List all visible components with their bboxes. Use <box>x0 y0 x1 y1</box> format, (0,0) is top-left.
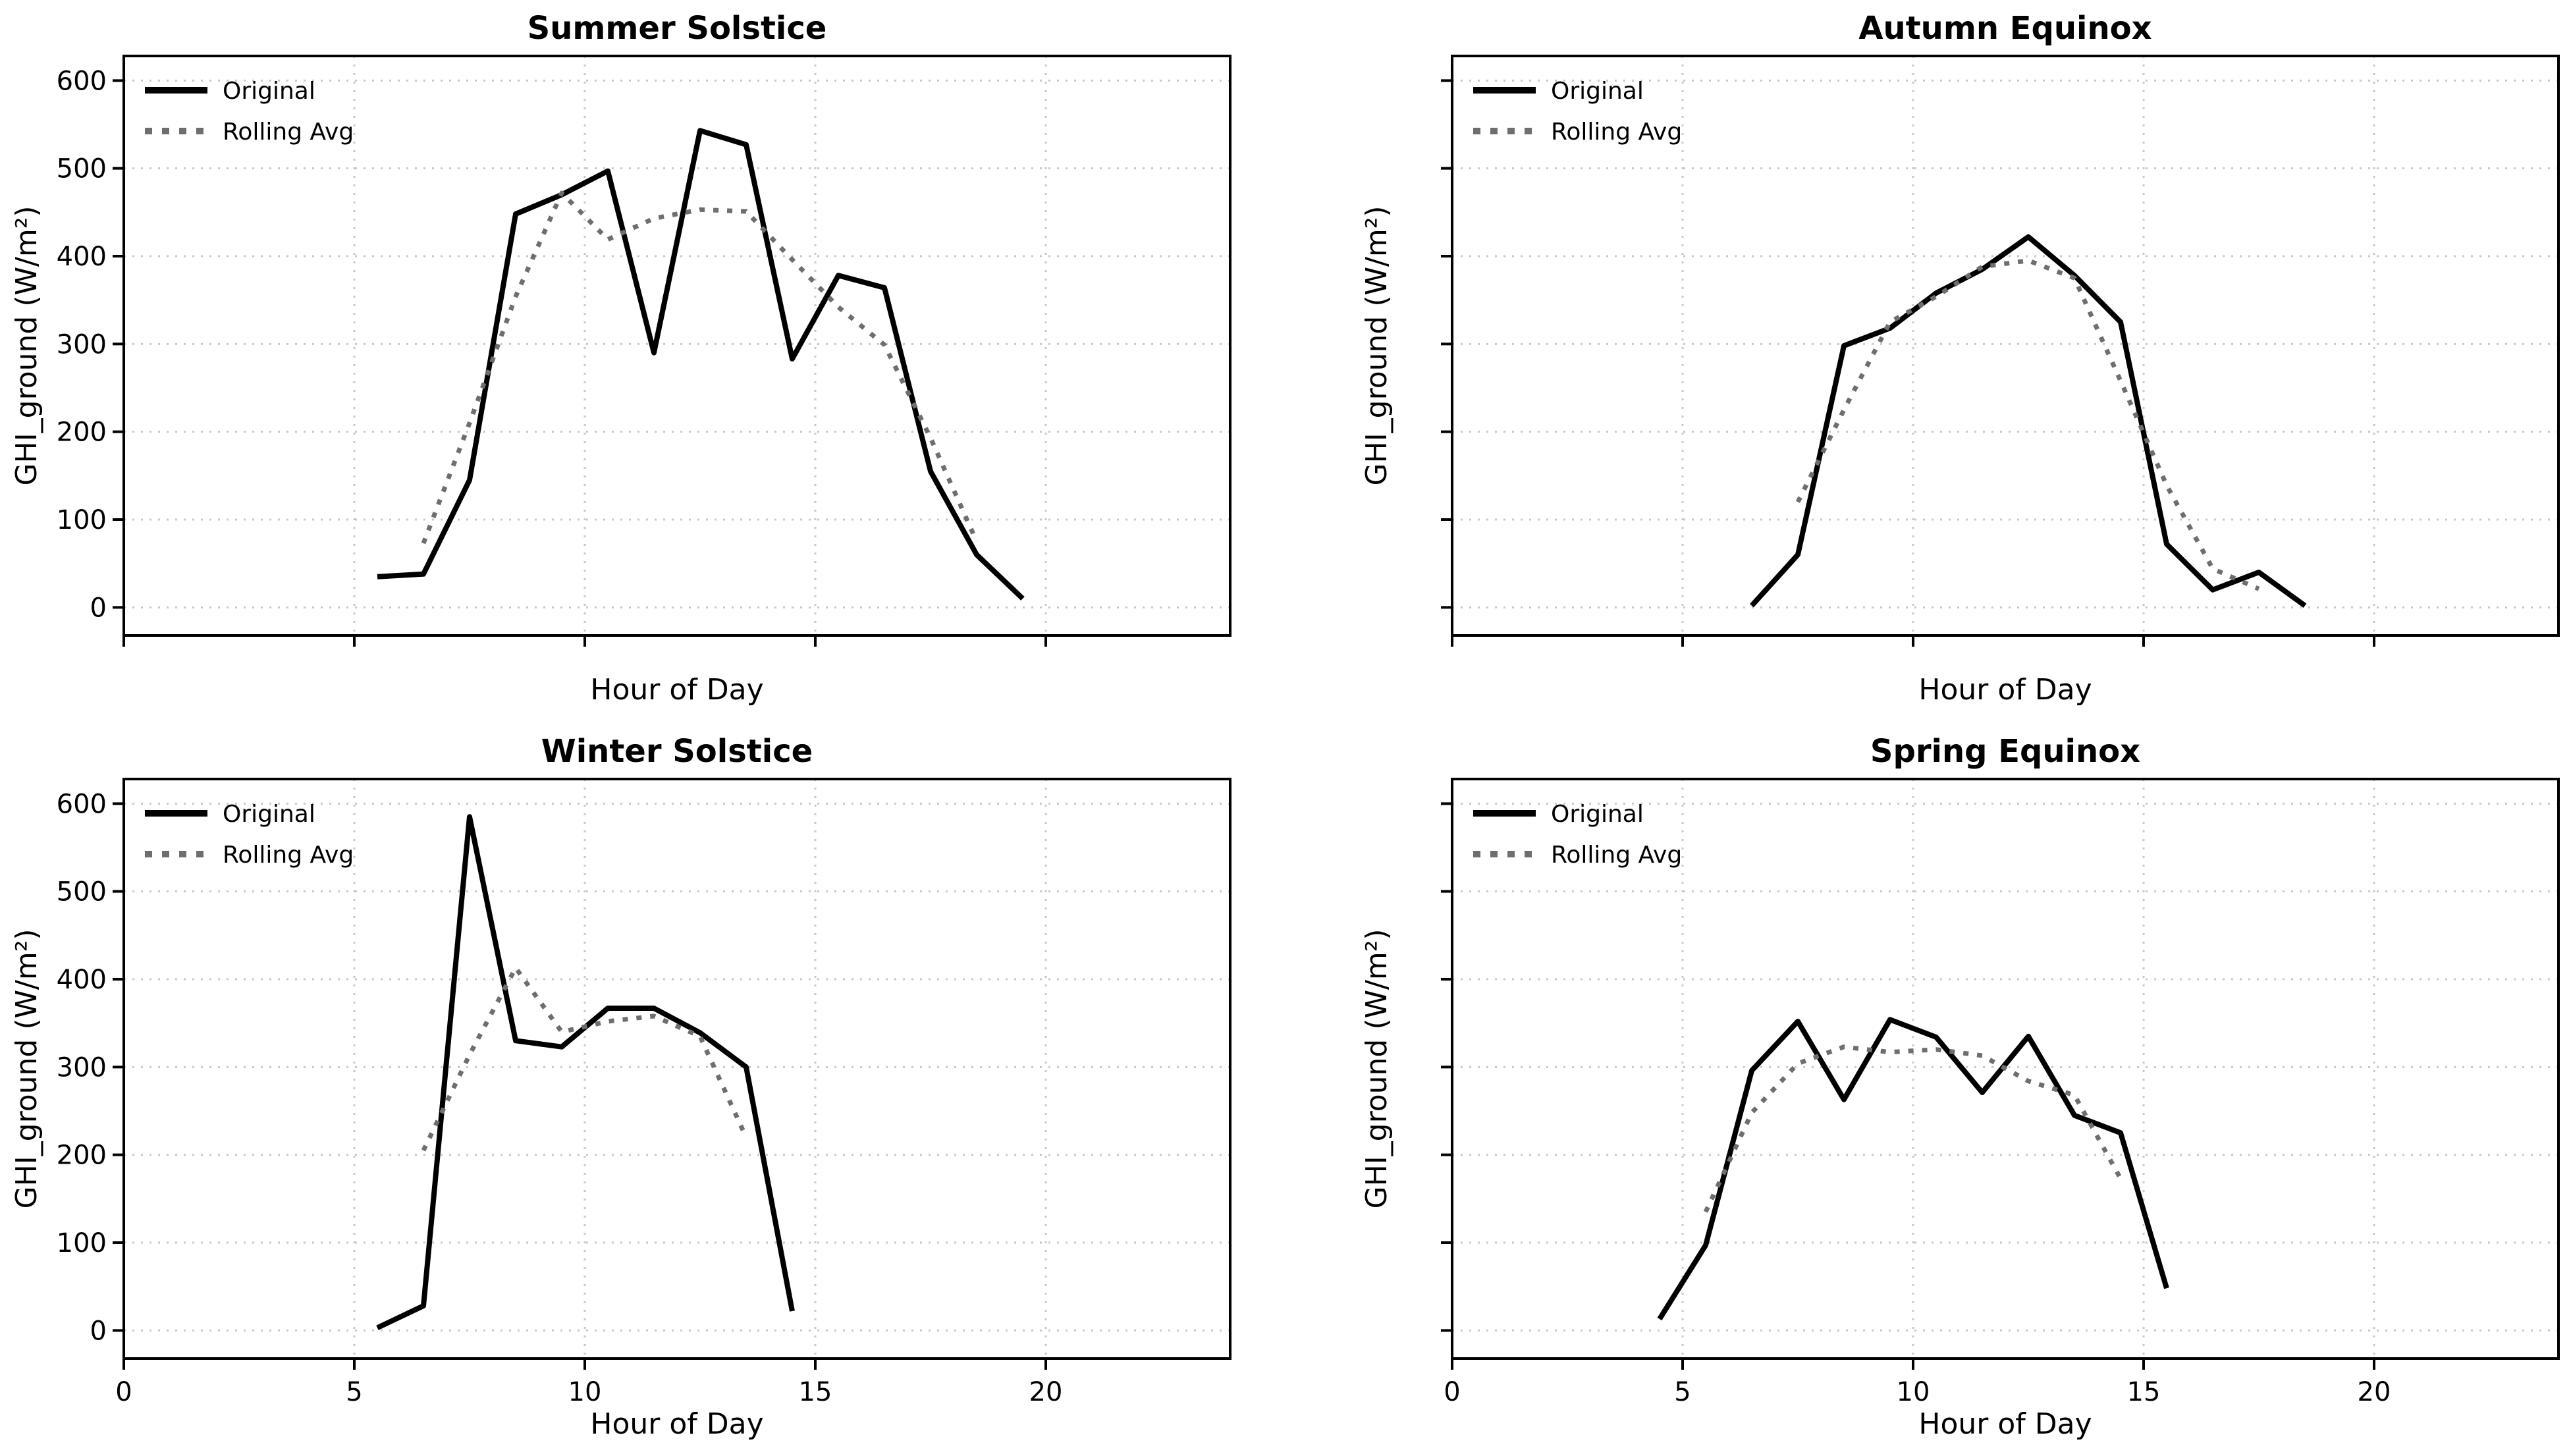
y-axis-label: GHI_ground (W/m²) <box>10 929 43 1209</box>
x-axis-label: Hour of Day <box>590 673 763 707</box>
axes-frame <box>122 55 1231 637</box>
plot-background <box>1286 728 2571 1456</box>
subplot-autumn-equinox: Autumn Equinox Hour of Day GHI_ground (W/m… <box>1286 0 2571 728</box>
plot-background <box>1286 0 2571 728</box>
y-axis-label: GHI_ground (W/m²) <box>1360 929 1394 1209</box>
x-tick-label-0: 0 <box>115 1377 132 1407</box>
y-tick-label-200: 200 <box>57 1141 107 1171</box>
y-tick-label-300: 300 <box>57 1052 107 1083</box>
x-tick-label-5: 5 <box>1674 1377 1691 1407</box>
x-tick-label-10: 10 <box>568 1377 602 1407</box>
x-tick-label-0: 0 <box>1444 1377 1460 1407</box>
subplot-summer-solstice: 0 100 200 300 400 500 600 Summer Solstice Hour o… <box>0 0 1286 728</box>
x-tick-label-15: 15 <box>2127 1377 2161 1407</box>
x-tick-label-10: 10 <box>1897 1377 1930 1407</box>
subplot-title: Autumn Equinox <box>1858 10 2152 47</box>
plot-background <box>0 728 1286 1456</box>
rolling-avg-line <box>421 190 979 545</box>
subplot-svg: 0 5 10 15 20 Spring Equinox Hour of Day GHI_gro… <box>1286 728 2571 1456</box>
legend-original-label: Original <box>1551 78 1644 105</box>
rolling-avg-line <box>1703 1044 2123 1213</box>
legend-rolling-label: Rolling Avg <box>1551 842 1682 869</box>
subplot-title: Winter Solstice <box>541 733 813 770</box>
original-line <box>1750 234 2307 608</box>
x-tick-label-20: 20 <box>1029 1377 1063 1407</box>
original-line <box>377 128 1025 601</box>
y-tick-label-600: 600 <box>57 789 107 819</box>
original-line <box>1657 1017 2169 1321</box>
legend-rolling-label: Rolling Avg <box>1551 119 1682 146</box>
y-tick-label-400: 400 <box>57 242 107 272</box>
axes-frame <box>122 778 1231 1360</box>
axes-frame <box>1451 55 2560 637</box>
x-tick-label-20: 20 <box>2358 1377 2391 1407</box>
y-tick-label-0: 0 <box>90 1316 107 1346</box>
plot-background <box>0 0 1286 728</box>
y-tick-label-0: 0 <box>90 593 107 623</box>
rolling-avg-line <box>1795 258 2260 591</box>
y-tick-label-500: 500 <box>57 877 107 907</box>
subplot-spring-equinox: 0 5 10 15 20 Spring Equinox Hour of Day GHI_gro… <box>1286 728 2571 1456</box>
subplot-svg: 0 100 200 300 400 500 600 Summer Solstice Hour o… <box>0 0 1286 728</box>
legend-original-label: Original <box>223 78 315 105</box>
subplot-title: Summer Solstice <box>528 10 827 47</box>
subplot-svg: Autumn Equinox Hour of Day GHI_ground (W/m… <box>1286 0 2571 728</box>
y-tick-label-100: 100 <box>57 505 107 535</box>
legend-original-label: Original <box>223 801 315 828</box>
y-axis-label: GHI_ground (W/m²) <box>10 206 43 486</box>
y-tick-label-300: 300 <box>57 329 107 360</box>
legend-original-label: Original <box>1551 801 1644 828</box>
x-tick-label-5: 5 <box>346 1377 362 1407</box>
y-tick-label-500: 500 <box>57 154 107 184</box>
y-tick-label-100: 100 <box>57 1228 107 1258</box>
y-axis-label: GHI_ground (W/m²) <box>1360 206 1394 486</box>
legend-rolling-label: Rolling Avg <box>223 842 354 869</box>
legend-rolling-label: Rolling Avg <box>223 119 354 146</box>
y-tick-label-600: 600 <box>57 66 107 96</box>
subplot-winter-solstice: 0 5 10 15 20 0 100 200 300 400 500 600 Winter Solsti… <box>0 728 1286 1456</box>
y-tick-label-400: 400 <box>57 965 107 995</box>
x-axis-label: Hour of Day <box>1918 1407 2092 1441</box>
y-tick-label-200: 200 <box>57 418 107 448</box>
axes-frame <box>1451 778 2560 1360</box>
x-axis-label: Hour of Day <box>1918 673 2092 707</box>
x-axis-label: Hour of Day <box>590 1407 763 1441</box>
rolling-avg-line <box>421 965 749 1152</box>
subplot-title: Spring Equinox <box>1870 733 2140 770</box>
x-tick-label-15: 15 <box>799 1377 832 1407</box>
